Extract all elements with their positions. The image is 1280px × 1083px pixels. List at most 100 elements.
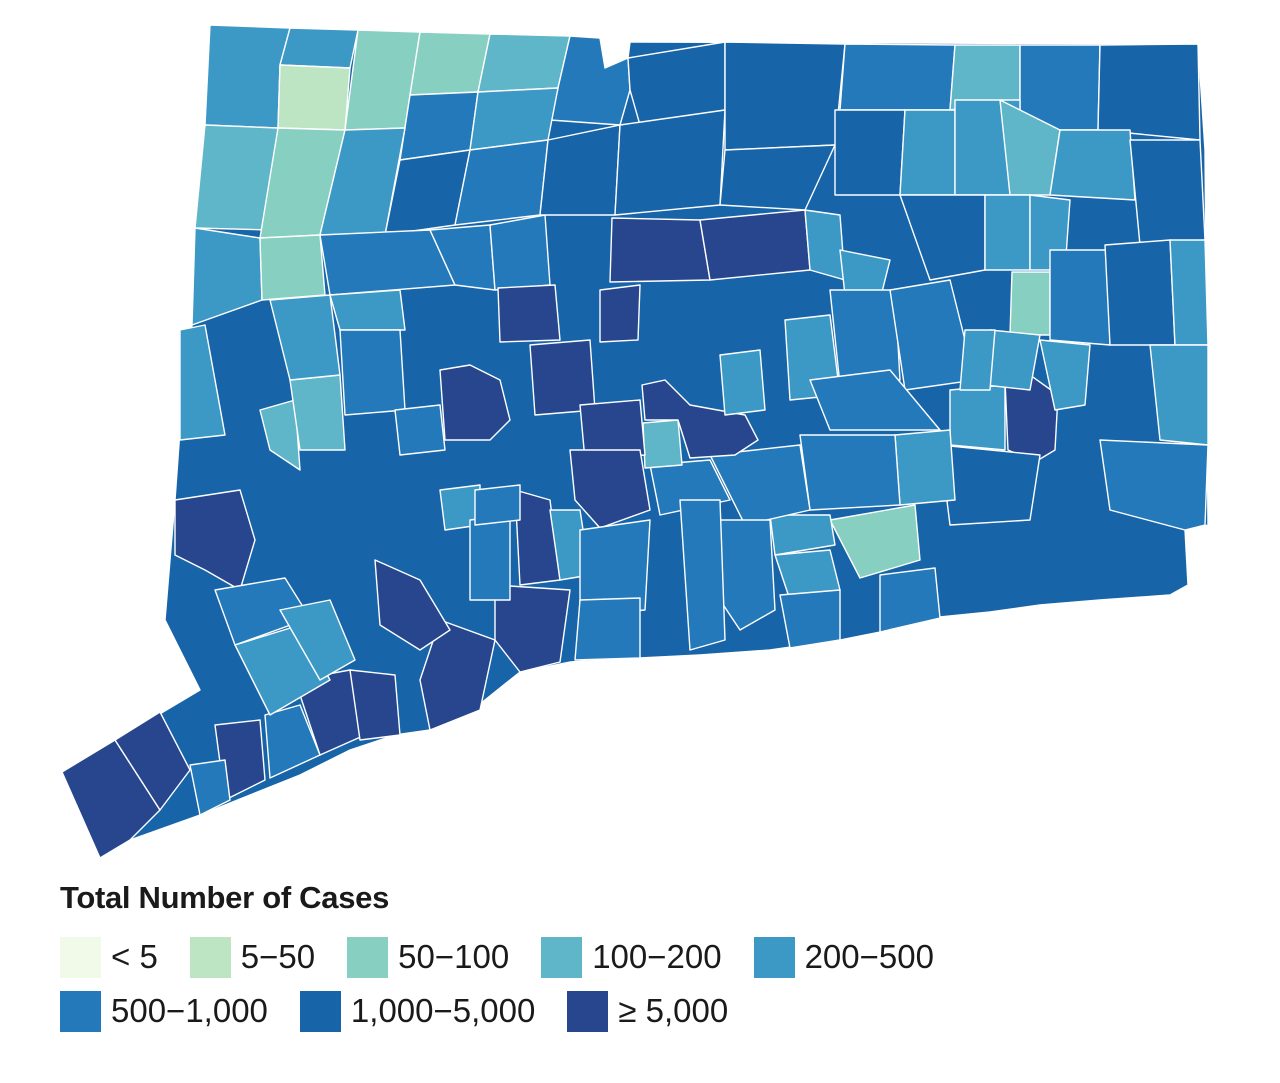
legend-item: 1,000−5,000 (299, 990, 536, 1032)
town (834, 109, 906, 196)
town (259, 234, 326, 301)
legend-label: < 5 (111, 938, 158, 975)
town (829, 289, 901, 386)
town (899, 109, 956, 196)
town (769, 514, 836, 556)
town (699, 209, 811, 281)
connecticut-choropleth-map (61, 24, 1209, 859)
town (259, 399, 301, 471)
town (494, 584, 571, 673)
town (949, 384, 1006, 451)
town (1149, 344, 1209, 446)
town (679, 499, 726, 651)
legend-swatch (60, 990, 101, 1032)
legend-swatch (60, 936, 101, 978)
legend-row-1: < 5 5−50 50−100 100−200 200−500 (60, 930, 1160, 984)
town (959, 329, 996, 391)
legend-label: 1,000−5,000 (350, 992, 536, 1029)
town (279, 27, 359, 69)
town (569, 449, 651, 529)
legend-label: 5−50 (240, 938, 316, 975)
legend-swatch (541, 936, 583, 978)
legend-label: ≥ 5,000 (618, 992, 729, 1029)
town (277, 64, 351, 131)
town (719, 519, 776, 631)
legend-swatch (299, 990, 341, 1032)
town (289, 374, 346, 451)
town (279, 599, 356, 681)
town (489, 214, 551, 291)
town (454, 139, 549, 226)
town (61, 739, 161, 859)
town (339, 329, 406, 416)
town (1104, 239, 1176, 346)
town (719, 349, 766, 416)
town (894, 429, 956, 506)
town (609, 217, 711, 283)
town (1049, 249, 1111, 346)
town (469, 514, 511, 601)
town (269, 294, 341, 381)
town (579, 519, 651, 616)
town (474, 484, 521, 526)
town (539, 124, 621, 216)
legend-label: 500−1,000 (111, 992, 268, 1029)
town (419, 619, 496, 731)
legend-item: 100−200 (541, 936, 722, 978)
town (497, 284, 561, 343)
legend-item: < 5 (60, 936, 158, 978)
town (614, 109, 726, 216)
town (574, 597, 641, 661)
town (394, 404, 446, 456)
town (329, 289, 406, 331)
town (1039, 339, 1091, 411)
town (204, 24, 291, 129)
legend-item: 50−100 (347, 936, 510, 978)
town (477, 33, 571, 93)
town (1097, 43, 1201, 141)
town (641, 379, 759, 459)
town (399, 91, 479, 161)
legend-label: 50−100 (398, 938, 510, 975)
map-svg (61, 24, 1209, 859)
town (189, 759, 231, 816)
town (409, 31, 491, 96)
town (799, 434, 901, 511)
town (879, 567, 941, 633)
town (1129, 139, 1206, 246)
town (724, 41, 846, 151)
legend-item: ≥ 5,000 (567, 990, 729, 1032)
town (114, 711, 191, 811)
legend-item: 5−50 (189, 936, 316, 978)
legend: Total Number of Cases < 5 5−50 50−100 10… (60, 880, 1160, 1038)
town (529, 339, 596, 416)
town (349, 669, 401, 741)
town (839, 43, 956, 111)
town (779, 589, 841, 649)
town (809, 369, 941, 431)
town (939, 444, 1041, 526)
town (829, 504, 921, 579)
town (804, 209, 846, 281)
legend-row-2: 500−1,000 1,000−5,000 ≥ 5,000 (60, 984, 1160, 1038)
town (374, 559, 451, 651)
town (642, 419, 683, 469)
legend-label: 100−200 (592, 938, 722, 975)
town (599, 284, 641, 343)
town (1169, 239, 1209, 346)
legend-swatch (753, 936, 795, 978)
legend-item: 200−500 (753, 936, 934, 978)
legend-swatch (347, 936, 389, 978)
town (984, 194, 1031, 271)
legend-label: 200−500 (804, 938, 934, 975)
town (579, 399, 646, 461)
legend-swatch (189, 936, 231, 978)
legend-item: 500−1,000 (60, 990, 268, 1032)
town (439, 364, 511, 441)
town (1049, 129, 1136, 201)
town (264, 704, 321, 779)
legend-title: Total Number of Cases (60, 880, 390, 915)
town (709, 444, 811, 526)
legend-swatch (567, 990, 609, 1032)
town (179, 324, 226, 441)
